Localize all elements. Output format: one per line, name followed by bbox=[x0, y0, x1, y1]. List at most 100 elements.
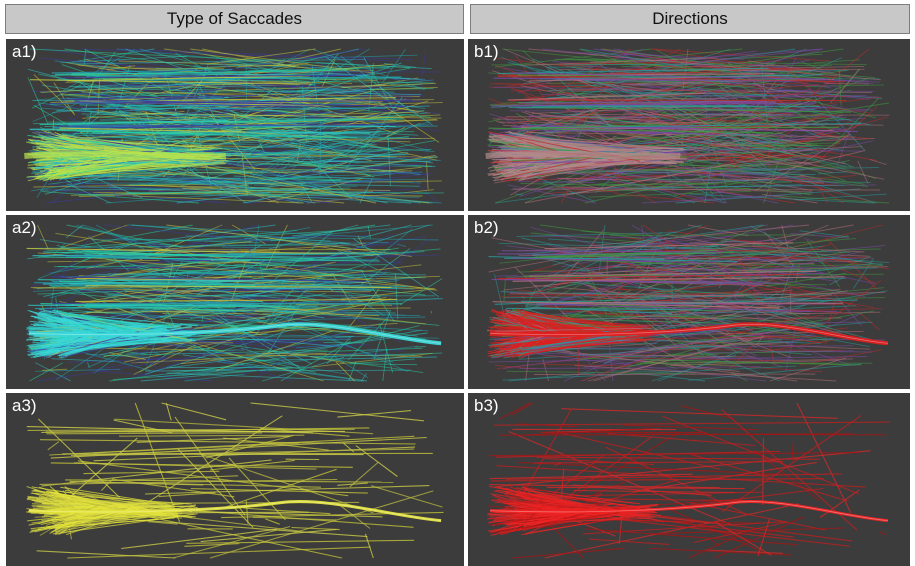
saccade-line bbox=[333, 275, 440, 281]
saccade-line bbox=[118, 48, 412, 60]
saccade-line bbox=[176, 191, 271, 204]
saccade-line bbox=[26, 426, 314, 434]
saccade-line bbox=[109, 241, 252, 255]
saccade-line bbox=[597, 82, 802, 114]
saccade-line bbox=[826, 106, 869, 114]
saccade-line bbox=[693, 521, 788, 544]
saccade-line bbox=[38, 256, 380, 262]
saccade-line bbox=[624, 50, 757, 70]
saccade-line bbox=[182, 187, 345, 204]
saccade-plot bbox=[485, 48, 890, 204]
saccade-line bbox=[52, 513, 198, 535]
saccade-line bbox=[878, 531, 886, 536]
saccade-line bbox=[69, 480, 321, 488]
column-header-label: Type of Saccades bbox=[166, 9, 303, 28]
saccade-line bbox=[218, 176, 324, 183]
saccade-line bbox=[644, 121, 884, 126]
saccade-line bbox=[777, 94, 867, 98]
saccade-line bbox=[29, 48, 410, 68]
saccade-line bbox=[488, 119, 501, 123]
saccade-line bbox=[241, 152, 248, 196]
saccade-line bbox=[48, 96, 225, 105]
saccade-line bbox=[35, 362, 71, 382]
saccade-line bbox=[491, 499, 581, 508]
saccade-line bbox=[308, 67, 411, 86]
saccade-line bbox=[349, 358, 415, 365]
saccade-line bbox=[216, 316, 426, 322]
saccade-line bbox=[44, 156, 120, 178]
saccade-line bbox=[811, 111, 844, 117]
saccade-line bbox=[516, 232, 678, 237]
saccade-line bbox=[206, 48, 316, 65]
column-header-type-of-saccades: Type of Saccades bbox=[5, 4, 464, 34]
saccade-line bbox=[185, 235, 439, 241]
saccade-line bbox=[744, 256, 791, 273]
saccade-line bbox=[60, 48, 136, 93]
saccade-line bbox=[652, 309, 734, 317]
saccade-line bbox=[547, 126, 859, 133]
saccade-line bbox=[77, 460, 349, 497]
saccade-line bbox=[557, 79, 837, 87]
saccade-bundle bbox=[28, 322, 442, 346]
saccade-plot bbox=[26, 402, 444, 559]
saccade-line bbox=[39, 239, 91, 248]
saccade-line bbox=[819, 489, 860, 518]
saccade-line bbox=[61, 74, 357, 79]
saccade-line bbox=[44, 119, 437, 141]
saccade-line bbox=[30, 287, 210, 292]
saccade-line bbox=[42, 368, 68, 371]
saccade-line bbox=[41, 191, 200, 204]
saccade-line bbox=[687, 224, 749, 237]
saccade-line bbox=[312, 48, 425, 91]
saccade-line bbox=[750, 50, 820, 67]
saccade-line bbox=[542, 363, 631, 367]
saccade-line bbox=[703, 89, 822, 138]
saccade-bundle bbox=[485, 150, 681, 160]
saccade-line bbox=[42, 161, 221, 164]
saccade-line bbox=[142, 136, 246, 141]
saccade-line bbox=[540, 301, 844, 304]
panel-label: a2) bbox=[12, 218, 37, 237]
saccade-line bbox=[732, 323, 829, 342]
saccade-line bbox=[87, 369, 212, 382]
saccade-line bbox=[51, 358, 115, 363]
saccade-line bbox=[813, 95, 865, 151]
saccade-line bbox=[776, 350, 873, 353]
saccade-line bbox=[498, 161, 540, 177]
saccade-line bbox=[708, 125, 763, 170]
saccade-line bbox=[338, 503, 371, 529]
saccade-line bbox=[497, 134, 596, 165]
saccade-line bbox=[271, 344, 369, 349]
saccade-line bbox=[52, 119, 55, 131]
saccade-line bbox=[145, 485, 430, 495]
saccade-line bbox=[656, 49, 752, 101]
saccade-line bbox=[806, 240, 841, 288]
saccade-line bbox=[499, 291, 815, 298]
saccade-line bbox=[488, 98, 502, 104]
saccade-line bbox=[426, 161, 429, 190]
saccade-line bbox=[761, 65, 768, 123]
saccade-line bbox=[166, 224, 412, 257]
saccade-line bbox=[523, 311, 639, 330]
saccade-line bbox=[565, 108, 571, 111]
saccade-line bbox=[754, 142, 841, 145]
saccade-line bbox=[767, 173, 877, 204]
saccade-line bbox=[84, 59, 119, 67]
saccade-line bbox=[860, 313, 880, 331]
saccade-line bbox=[49, 435, 415, 456]
saccade-line bbox=[788, 257, 836, 263]
saccade-line bbox=[496, 120, 505, 124]
saccade-line bbox=[50, 462, 353, 468]
saccade-line bbox=[560, 188, 570, 204]
saccade-line bbox=[172, 62, 272, 70]
saccade-line bbox=[309, 355, 345, 364]
saccade-line bbox=[607, 432, 756, 447]
saccade-line bbox=[720, 408, 858, 531]
saccade-line bbox=[724, 168, 820, 170]
saccade-line bbox=[28, 304, 318, 307]
saccade-line bbox=[157, 313, 197, 318]
panel-a2: a2) bbox=[6, 215, 464, 389]
panel-b1: b1) bbox=[468, 39, 910, 211]
saccade-line bbox=[506, 307, 701, 311]
saccade-line bbox=[810, 48, 870, 96]
